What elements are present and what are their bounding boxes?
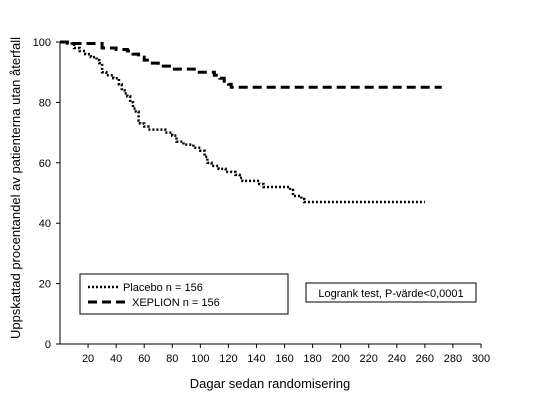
x-tick-label: 240 [388,353,406,365]
y-tick-label: 0 [45,339,51,351]
series-line-placebo [60,40,425,204]
y-ticks: 0 20 40 60 80 100 [33,37,60,351]
series-line-xeplion [60,40,442,89]
x-tick-label: 220 [360,353,378,365]
x-tick-label: 120 [219,353,237,365]
y-tick-label: 100 [33,37,51,49]
x-tick-label: 180 [303,353,321,365]
x-ticks: 20 40 60 80 100 120 140 160 180 200 220 240 260 280 30… [82,344,490,365]
x-tick-label: 300 [472,353,490,365]
legend-label-xeplion: XEPLION n = 156 [132,297,220,309]
x-tick-label: 60 [138,353,150,365]
x-axis-title: Dagar sedan randomisering [190,376,350,391]
series-layer [60,40,442,204]
x-tick-label: 100 [191,353,209,365]
x-tick-label: 200 [331,353,349,365]
logrank-annotation: Logrank test, P-värde<0,0001 [305,282,477,303]
x-tick-label: 20 [82,353,94,365]
x-tick-label: 280 [444,353,462,365]
x-tick-label: 80 [166,353,178,365]
y-tick-label: 60 [39,158,51,170]
y-tick-label: 20 [39,279,51,291]
x-tick-label: 140 [247,353,265,365]
y-axis-title: Uppskattad procentandel av patienterna u… [8,37,23,339]
y-tick-label: 40 [39,218,51,230]
legend: Placebo n = 156 XEPLION n = 156 [79,273,289,315]
annotation-box [305,282,477,303]
x-tick-label: 160 [275,353,293,365]
x-tick-label: 40 [110,353,122,365]
legend-box [79,273,289,315]
y-tick-label: 80 [39,97,51,109]
legend-label-placebo: Placebo n = 156 [123,282,203,294]
annotation-text: Logrank test, P-värde<0,0001 [318,288,463,300]
x-tick-label: 260 [416,353,434,365]
